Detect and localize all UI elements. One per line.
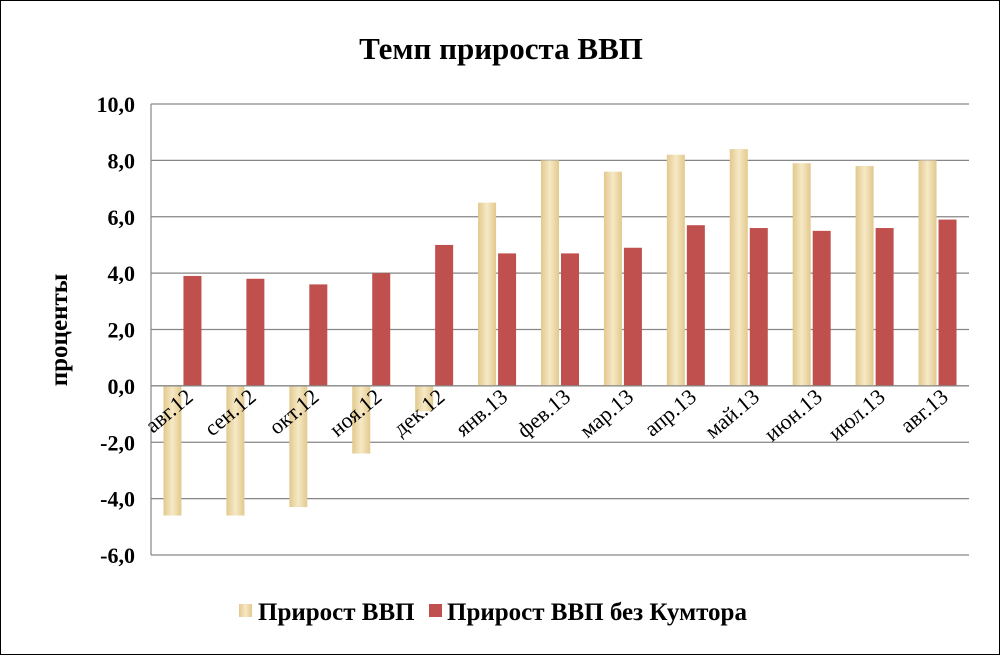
y-tick-label: 0,0 bbox=[108, 374, 136, 399]
bar-gdp-excl-kumtor bbox=[435, 244, 454, 386]
bar-gdp bbox=[352, 385, 371, 454]
bar-gdp-excl-kumtor bbox=[812, 230, 831, 386]
gridlines bbox=[150, 103, 969, 556]
legend-swatch-gdp-excl-kumtor bbox=[429, 604, 442, 617]
bar-gdp-excl-kumtor bbox=[561, 253, 579, 386]
category-label: авг.13 bbox=[895, 384, 953, 438]
category-labels: авг.12 сен.12 окт.12 ноя.12 дек.12 янв.13 фев.… bbox=[140, 384, 953, 447]
y-tick-label: 2,0 bbox=[108, 318, 136, 343]
y-tick-labels: -6,0 -4,0 -2,0 0,0 2,0 4,0 6,0 8,0 10,0 bbox=[97, 92, 136, 568]
category-label: май.13 bbox=[700, 384, 764, 444]
chart-title: Темп прироста ВВП bbox=[359, 31, 643, 66]
bar-gdp bbox=[415, 385, 434, 412]
y-tick-label: 6,0 bbox=[108, 205, 136, 230]
legend-swatch-gdp bbox=[239, 604, 252, 617]
y-tick-label: -6,0 bbox=[100, 543, 135, 568]
legend-label-gdp-excl-kumtor: Прирост ВВП без Кумтора bbox=[447, 599, 747, 626]
bar-gdp-excl-kumtor bbox=[309, 284, 328, 386]
bars bbox=[151, 149, 969, 516]
bar-gdp bbox=[666, 154, 685, 386]
category-label: мар.13 bbox=[575, 384, 639, 443]
bar-gdp bbox=[855, 166, 874, 386]
bar-gdp-excl-kumtor bbox=[498, 253, 517, 386]
bar-gdp bbox=[289, 385, 308, 508]
bar-gdp bbox=[226, 385, 245, 516]
bar-gdp bbox=[603, 171, 622, 386]
y-tick-label: 10,0 bbox=[97, 92, 136, 117]
bar-gdp-excl-kumtor bbox=[372, 273, 391, 386]
bar-gdp-excl-kumtor bbox=[875, 228, 894, 386]
category-label: июл.13 bbox=[823, 384, 890, 446]
y-axis-label: проценты bbox=[46, 274, 73, 387]
bar-gdp-excl-kumtor bbox=[749, 228, 768, 386]
legend: Прирост ВВП Прирост ВВП без Кумтора bbox=[239, 599, 747, 626]
bar-gdp bbox=[918, 160, 937, 386]
bar-gdp-excl-kumtor bbox=[246, 278, 265, 386]
bar-gdp bbox=[163, 385, 182, 516]
legend-label-gdp: Прирост ВВП bbox=[258, 599, 415, 626]
category-label: фев.13 bbox=[512, 384, 576, 443]
bar-gdp bbox=[541, 160, 559, 386]
bar-gdp-excl-kumtor bbox=[183, 275, 202, 386]
category-label: апр.13 bbox=[639, 384, 701, 442]
bar-gdp bbox=[792, 163, 811, 386]
bar-gdp bbox=[478, 202, 497, 386]
bar-gdp-excl-kumtor bbox=[686, 225, 705, 386]
y-tick-label: -2,0 bbox=[100, 430, 135, 455]
category-label: июн.13 bbox=[759, 384, 827, 447]
bar-gdp-excl-kumtor bbox=[623, 247, 642, 386]
bar-gdp bbox=[729, 149, 748, 386]
bar-gdp-excl-kumtor bbox=[938, 219, 957, 386]
y-tick-label: -4,0 bbox=[100, 487, 135, 512]
y-tick-label: 8,0 bbox=[108, 148, 136, 173]
category-label: янв.13 bbox=[450, 384, 512, 442]
y-tick-label: 4,0 bbox=[108, 261, 136, 286]
